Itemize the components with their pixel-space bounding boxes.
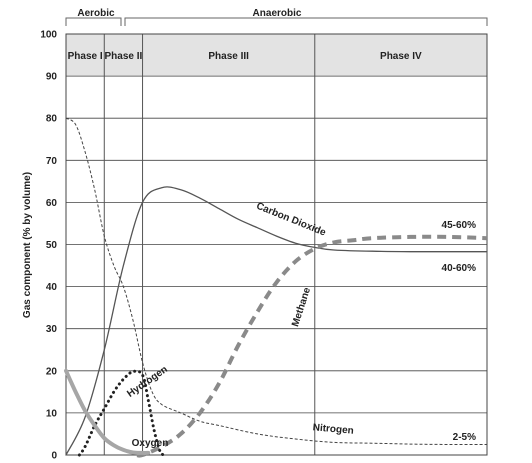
phase-dividers — [103, 34, 316, 455]
anaerobic-bracket — [124, 17, 488, 26]
phase-header-band — [66, 34, 487, 76]
phase-labels: Phase I Phase II Phase III Phase IV — [68, 51, 422, 62]
phase-label: Phase I — [68, 51, 103, 62]
series-line-methane — [136, 234, 488, 458]
series-label-methane: Methane — [290, 286, 313, 328]
y-tick-label: 20 — [46, 366, 58, 377]
y-axis-label: Gas component (% by volume) — [22, 172, 33, 318]
y-tick-labels: 0 10 20 30 40 50 60 70 80 90 100 — [40, 30, 57, 462]
series-line-oxygen — [64, 368, 151, 455]
y-tick-label: 60 — [46, 198, 58, 209]
phase-label: Phase III — [208, 51, 249, 62]
annotation-nitrogen-range: 2-5% — [453, 432, 476, 443]
aerobic-bracket — [65, 17, 122, 26]
y-tick-label: 30 — [46, 324, 58, 335]
annotation-methane-range: 45-60% — [442, 220, 477, 231]
zone-brackets — [65, 17, 488, 26]
y-tick-label: 80 — [46, 114, 58, 125]
y-tick-label: 90 — [46, 72, 58, 83]
series-lines — [64, 117, 488, 458]
y-tick-label: 40 — [46, 282, 58, 293]
series-label-carbon-dioxide: Carbon Dioxide — [255, 201, 328, 239]
zone-label-aerobic: Aerobic — [77, 8, 115, 19]
series-label-oxygen: Oxygen — [132, 438, 169, 449]
y-tick-label: 0 — [51, 451, 57, 462]
y-tick-label: 10 — [46, 408, 58, 419]
y-tick-label: 50 — [46, 240, 58, 251]
y-tick-label: 70 — [46, 156, 58, 167]
phase-label: Phase IV — [380, 51, 422, 62]
phase-label: Phase II — [105, 51, 143, 62]
plot-frame — [65, 33, 488, 456]
series-line-carbon-dioxide — [65, 186, 488, 456]
annotation-carbon-dioxide-range: 40-60% — [442, 263, 477, 274]
y-tick-label: 100 — [40, 30, 57, 41]
series-label-nitrogen: Nitrogen — [312, 422, 354, 437]
zone-label-anaerobic: Anaerobic — [253, 8, 302, 19]
series-line-nitrogen — [65, 117, 487, 445]
